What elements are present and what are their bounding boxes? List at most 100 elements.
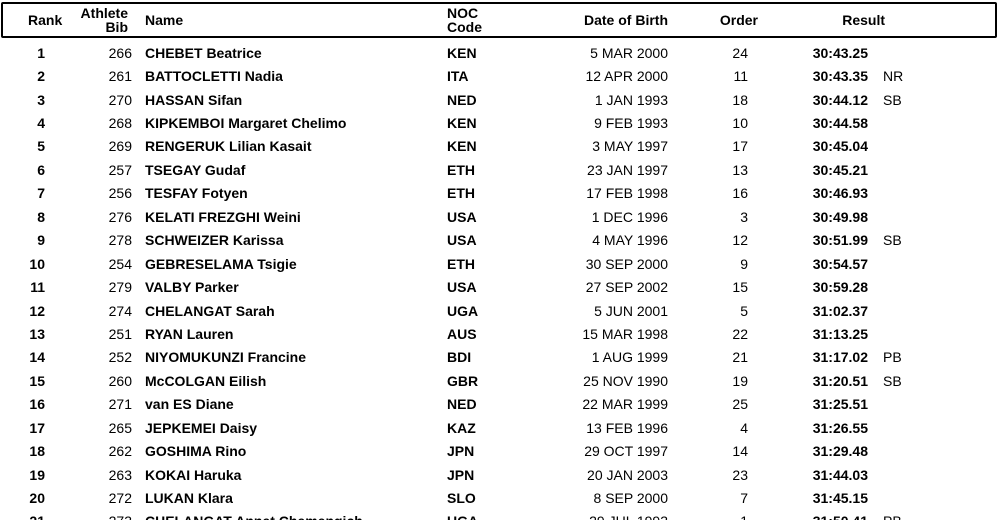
athlete-name-cell: LUKAN Klara	[145, 490, 233, 507]
result-remark-cell	[868, 275, 1000, 298]
result-header-label: Result	[842, 12, 885, 28]
order-cell: 23	[732, 466, 748, 483]
date-of-birth-cell: 8 SEP 2000	[593, 490, 668, 507]
date-of-birth-cell: 9 FEB 1993	[594, 115, 668, 132]
result-cell: 31:44.03	[812, 466, 868, 483]
result-remark-cell	[868, 486, 1000, 509]
table-row: 20 272 LUKAN Klara SLO 8 SEP 2000 7 31:4…	[0, 486, 1000, 509]
date-of-birth-cell: 29 OCT 1997	[584, 443, 668, 460]
rank-cell: 6	[37, 161, 45, 178]
order-cell: 11	[733, 68, 748, 85]
noc-code-cell: JPN	[447, 443, 475, 460]
date-of-birth-cell: 20 JAN 2003	[587, 466, 668, 483]
athlete-name-cell: KOKAI Haruka	[145, 466, 242, 483]
rank-cell: 2	[37, 68, 45, 85]
athlete-bib-cell: 268	[108, 115, 132, 132]
result-remark-cell	[868, 182, 1000, 205]
rank-cell: 9	[37, 232, 45, 249]
result-cell: 31:25.51	[812, 396, 868, 413]
order-cell: 1	[668, 510, 748, 520]
rank-cell: 8	[37, 208, 45, 225]
result-remark-cell: NR	[883, 68, 904, 85]
result-cell: 30:59.28	[812, 279, 868, 296]
rank-cell: 10	[29, 255, 45, 272]
column-header-result: Result	[748, 2, 885, 38]
result-remark-cell: SB	[883, 91, 902, 108]
table-row: 10 254 GEBRESELAMA Tsigie ETH 30 SEP 200…	[0, 252, 1000, 275]
table-row: 18 262 GOSHIMA Rino JPN 29 OCT 1997 14 3…	[0, 439, 1000, 462]
date-of-birth-cell: 1 JAN 1993	[594, 91, 668, 108]
date-of-birth-cell: 12 APR 2000	[585, 68, 668, 85]
noc-code-cell: JPN	[447, 466, 475, 483]
result-cell: 30:44.58	[812, 115, 868, 132]
table-row: 9 278 SCHWEIZER Karissa USA 4 MAY 1996 1…	[0, 229, 1000, 252]
order-cell: 17	[732, 138, 748, 155]
result-remark-cell	[868, 111, 1000, 134]
athlete-bib-cell: 257	[108, 161, 132, 178]
noc-code-cell: ETH	[447, 185, 475, 202]
athlete-bib-header-line2: Bib	[105, 19, 128, 35]
athlete-bib-cell: 252	[108, 349, 132, 366]
table-row: 8 276 KELATI FREZGHI Weini USA 1 DEC 199…	[0, 205, 1000, 228]
result-remark-cell	[868, 252, 1000, 275]
result-remark-cell	[868, 322, 1000, 345]
noc-code-header-line1: NOC	[447, 5, 479, 21]
rank-cell: 15	[29, 372, 45, 389]
date-of-birth-header-label: Date of Birth	[584, 12, 668, 28]
athlete-name-cell: van ES Diane	[145, 396, 234, 413]
date-of-birth-cell: 29 JUL 1993	[545, 510, 668, 520]
result-cell: 30:46.93	[812, 185, 868, 202]
date-of-birth-cell: 4 MAY 1996	[592, 232, 668, 249]
date-of-birth-cell: 5 JUN 2001	[594, 302, 668, 319]
result-remark-cell	[868, 299, 1000, 322]
athlete-bib-cell: 273	[45, 510, 132, 520]
athlete-name-cell: RENGERUK Lilian Kasait	[145, 138, 312, 155]
date-of-birth-cell: 30 SEP 2000	[585, 255, 668, 272]
athlete-name-cell: TESFAY Fotyen	[145, 185, 248, 202]
order-cell: 25	[732, 396, 748, 413]
rank-cell: 4	[37, 115, 45, 132]
noc-code-header-line2: Code	[447, 19, 482, 35]
athlete-name-cell: GOSHIMA Rino	[145, 443, 247, 460]
table-row: 13 251 RYAN Lauren AUS 15 MAR 1998 22 31…	[0, 322, 1000, 345]
result-remark-cell	[868, 416, 1000, 439]
athlete-bib-cell: 256	[108, 185, 132, 202]
table-row: 7 256 TESFAY Fotyen ETH 17 FEB 1998 16 3…	[0, 182, 1000, 205]
rank-cell: 19	[29, 466, 45, 483]
rank-cell: 20	[29, 490, 45, 507]
noc-code-cell: USA	[447, 232, 477, 249]
athlete-bib-cell: 269	[108, 138, 132, 155]
athlete-bib-cell: 263	[108, 466, 132, 483]
table-row: 5 269 RENGERUK Lilian Kasait KEN 3 MAY 1…	[0, 135, 1000, 158]
table-row: 6 257 TSEGAY Gudaf ETH 23 JAN 1997 13 30…	[0, 158, 1000, 181]
athlete-bib-cell: 271	[108, 396, 132, 413]
noc-code-cell: KEN	[447, 115, 477, 132]
noc-code-cell: NED	[447, 91, 477, 108]
result-cell: 30:43.35	[812, 68, 868, 85]
noc-code-cell: SLO	[447, 490, 476, 507]
noc-code-cell: KEN	[447, 44, 477, 61]
order-cell: 9	[740, 255, 748, 272]
date-of-birth-cell: 1 AUG 1999	[591, 349, 668, 366]
rank-cell: 16	[29, 396, 45, 413]
athlete-name-cell: KIPKEMBOI Margaret Chelimo	[145, 115, 347, 132]
order-cell: 12	[732, 232, 748, 249]
result-remark-cell	[868, 463, 1000, 486]
date-of-birth-cell: 22 MAR 1999	[582, 396, 668, 413]
noc-code-cell: AUS	[447, 325, 477, 342]
name-header-label: Name	[145, 12, 184, 28]
result-cell: 31:26.55	[812, 419, 868, 436]
date-of-birth-cell: 25 NOV 1990	[583, 372, 668, 389]
noc-code-cell: USA	[447, 208, 477, 225]
table-row: 2 261 BATTOCLETTI Nadia ITA 12 APR 2000 …	[0, 64, 1000, 87]
rank-cell: 14	[29, 349, 45, 366]
athlete-name-cell: NIYOMUKUNZI Francine	[145, 349, 307, 366]
noc-code-cell: GBR	[447, 372, 479, 389]
column-header-rank: Rank	[0, 2, 62, 38]
result-cell: 31:20.51	[812, 372, 868, 389]
athlete-bib-header-line1: Athlete	[80, 5, 128, 21]
order-cell: 19	[732, 372, 748, 389]
result-cell: 30:49.98	[812, 208, 868, 225]
noc-code-cell: ITA	[447, 68, 469, 85]
